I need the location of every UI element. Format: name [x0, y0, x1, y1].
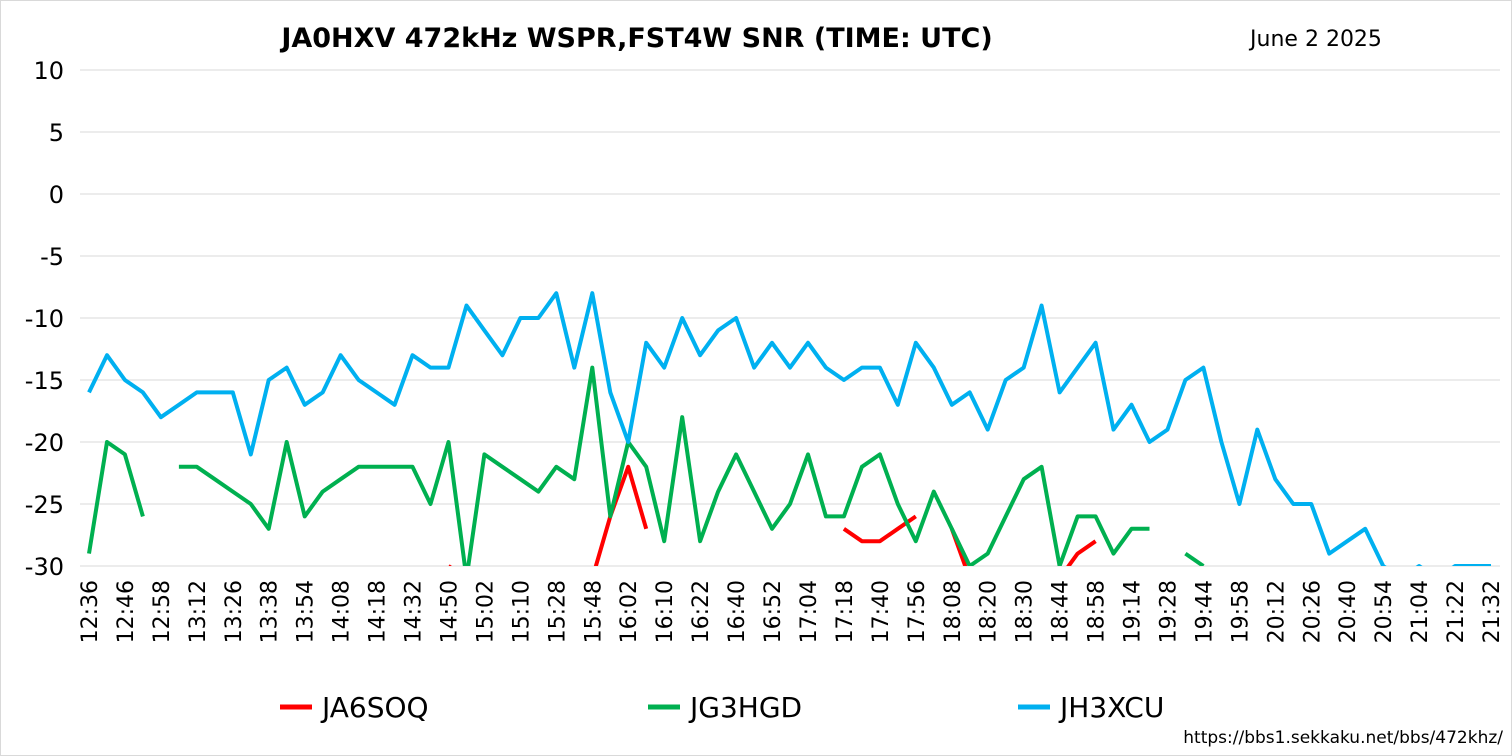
legend-item-ja6soq: JA6SOQ [280, 691, 429, 724]
x-tick-label: 17:18 [833, 580, 858, 643]
y-tick-label: -5 [40, 243, 64, 271]
chart-date: June 2 2025 [1248, 27, 1382, 52]
x-tick-label: 14:32 [402, 580, 427, 643]
x-tick-label: 17:56 [905, 580, 930, 643]
gridlines [80, 69, 1500, 567]
y-tick-label: -20 [25, 429, 64, 457]
x-tick-label: 16:40 [725, 580, 750, 643]
series-line-jg3hgd [87, 440, 145, 554]
y-tick-label: 10 [33, 57, 64, 85]
x-tick-label: 13:26 [222, 580, 247, 643]
y-tick-label: 5 [49, 119, 64, 147]
legend-label: JG3HGD [688, 691, 802, 724]
x-tick-label: 16:10 [653, 580, 678, 643]
x-tick-label: 18:08 [941, 580, 966, 643]
x-tick-label: 18:30 [1013, 580, 1038, 643]
series-jg3hgd [87, 365, 1205, 566]
x-tick-label: 19:58 [1228, 580, 1253, 643]
x-tick-label: 16:22 [689, 580, 714, 643]
legend-item-jh3xcu: JH3XCU [1018, 691, 1164, 724]
x-tick-label: 15:28 [545, 580, 570, 643]
series-line-jg3hgd [178, 365, 1150, 566]
x-tick-label: 15:10 [509, 580, 534, 643]
series-line-jg3hgd [1184, 551, 1205, 566]
x-tick-label: 20:26 [1300, 580, 1325, 643]
x-tick-label: 12:58 [150, 580, 175, 643]
x-tick-label: 21:22 [1444, 580, 1469, 643]
series-lines [87, 291, 1491, 566]
legend: JA6SOQ JG3HGD JH3XCU [280, 691, 1164, 724]
x-axis-ticks: 12:36 12:46 12:58 13:12 13:26 13:38 13:54 14:08… [78, 580, 1505, 643]
x-tick-label: 14:50 [437, 580, 462, 643]
legend-label: JA6SOQ [320, 691, 429, 724]
y-axis-ticks: 10 5 0 -5 -10 -15 -20 -25 -30 [25, 57, 64, 581]
y-tick-label: -10 [25, 305, 64, 333]
y-tick-label: 0 [49, 181, 64, 209]
series-line-ja6soq [842, 514, 917, 544]
x-tick-label: 20:54 [1372, 580, 1397, 643]
x-tick-label: 19:44 [1192, 580, 1217, 643]
x-tick-label: 17:40 [869, 580, 894, 643]
legend-label: JH3XCU [1058, 691, 1164, 724]
chart-title: JA0HXV 472kHz WSPR,FST4W SNR (TIME: UTC) [279, 23, 992, 54]
y-tick-label: -25 [25, 491, 64, 519]
x-tick-label: 14:08 [330, 580, 355, 643]
x-tick-label: 17:04 [797, 580, 822, 643]
series-jh3xcu [87, 291, 1491, 566]
x-tick-label: 19:14 [1121, 580, 1146, 643]
x-tick-label: 15:02 [473, 580, 498, 643]
x-tick-label: 13:38 [258, 580, 283, 643]
x-tick-label: 13:54 [294, 580, 319, 643]
series-line-ja6soq [448, 564, 453, 566]
x-tick-label: 13:12 [186, 580, 211, 643]
x-tick-label: 21:32 [1480, 580, 1505, 643]
series-line-ja6soq [593, 464, 649, 566]
x-tick-label: 18:44 [1049, 580, 1074, 643]
x-tick-label: 20:12 [1264, 580, 1289, 643]
x-tick-label: 12:46 [114, 580, 139, 643]
source-url[interactable]: https://bbs1.sekkaku.net/bbs/472khz/ [1183, 728, 1503, 748]
x-tick-label: 21:04 [1408, 580, 1433, 643]
series-line-ja6soq [1066, 539, 1097, 566]
x-tick-label: 18:20 [977, 580, 1002, 643]
x-tick-label: 20:40 [1336, 580, 1361, 643]
x-tick-label: 19:28 [1156, 580, 1181, 643]
x-tick-label: 14:18 [366, 580, 391, 643]
y-tick-label: -30 [25, 553, 64, 581]
x-tick-label: 18:58 [1085, 580, 1110, 643]
series-line-jh3xcu [87, 291, 1491, 566]
x-tick-label: 16:02 [617, 580, 642, 643]
legend-item-jg3hgd: JG3HGD [648, 691, 802, 724]
x-tick-label: 16:52 [761, 580, 786, 643]
x-tick-label: 12:36 [78, 580, 103, 643]
y-tick-label: -15 [25, 367, 64, 395]
x-tick-label: 15:48 [581, 580, 606, 643]
